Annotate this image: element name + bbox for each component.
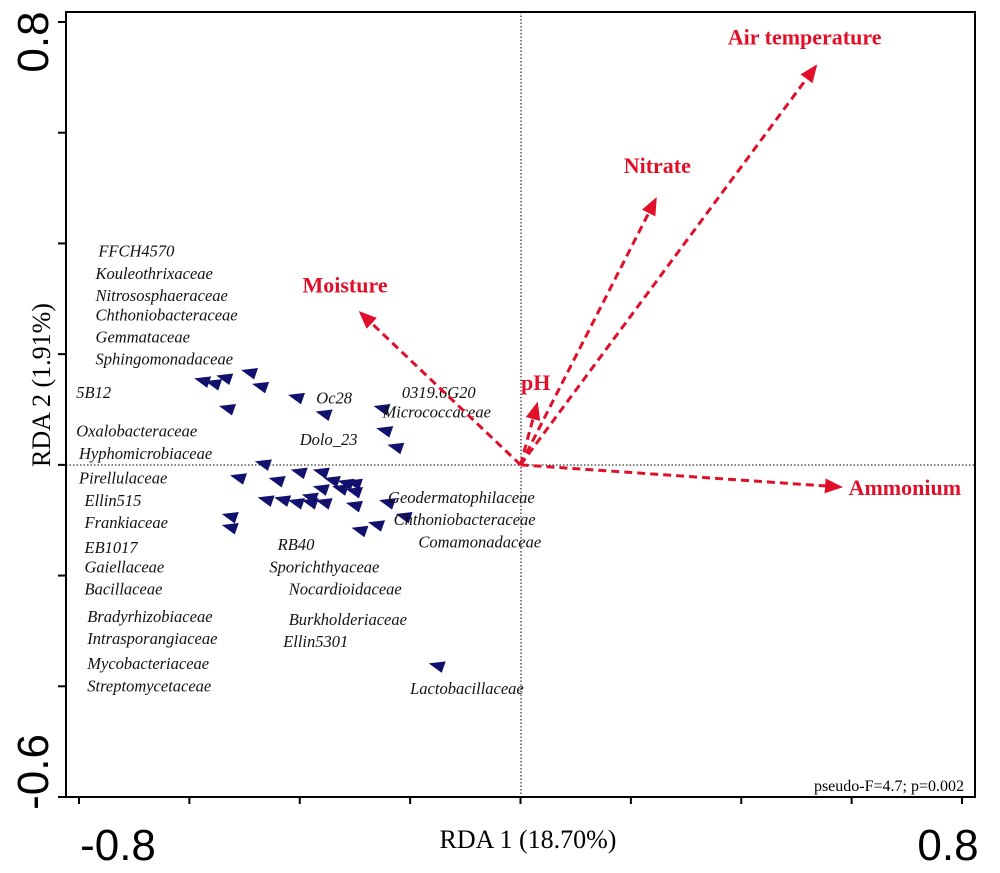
species-markers bbox=[194, 368, 446, 673]
species-marker bbox=[205, 379, 223, 391]
species-marker bbox=[332, 484, 350, 496]
species-marker bbox=[373, 404, 391, 416]
species-marker bbox=[428, 661, 446, 673]
species-label: Geodermatophilaceae bbox=[388, 488, 535, 507]
species-label: Ellin515 bbox=[84, 491, 142, 510]
species-marker bbox=[387, 442, 405, 455]
species-marker bbox=[345, 487, 363, 499]
species-label: Micrococcaceae bbox=[382, 402, 491, 421]
species-marker bbox=[257, 495, 275, 507]
y-axis-ticks bbox=[58, 21, 66, 798]
species-marker bbox=[345, 478, 363, 491]
species-marker bbox=[315, 498, 333, 510]
species-label: Intrasporangiaceae bbox=[86, 629, 217, 648]
species-marker bbox=[241, 368, 259, 380]
y-tick-label-min: -0.6 bbox=[9, 734, 58, 810]
env-arrow bbox=[520, 463, 843, 494]
species-label: Mycobacteriaceae bbox=[86, 654, 209, 673]
species-marker bbox=[312, 484, 330, 496]
stat-annotation: pseudo-F=4.7; p=0.002 bbox=[814, 778, 964, 795]
species-label: Pirellulaceae bbox=[78, 469, 167, 488]
species-marker bbox=[312, 467, 330, 480]
species-marker bbox=[219, 404, 237, 416]
species-label: Burkholderiaceae bbox=[289, 610, 407, 629]
x-axis-title: RDA 1 (18.70%) bbox=[440, 825, 617, 854]
species-marker bbox=[254, 459, 272, 471]
x-tick-label-min: -0.8 bbox=[80, 821, 156, 870]
species-label: Hyphomicrobiaceae bbox=[78, 444, 212, 463]
species-label: Bradyrhizobiaceae bbox=[87, 607, 212, 626]
species-label: 0319.6G20 bbox=[402, 383, 477, 402]
species-marker bbox=[290, 467, 308, 480]
env-label: Air temperature bbox=[728, 24, 882, 49]
species-label: Chthoniobacteraceae bbox=[96, 305, 238, 324]
species-marker bbox=[368, 520, 386, 532]
env-arrow bbox=[519, 197, 658, 466]
env-label: Ammonium bbox=[849, 475, 961, 500]
species-label: Sporichthyaceae bbox=[269, 557, 379, 576]
species-label: RB40 bbox=[277, 535, 315, 554]
species-marker bbox=[323, 475, 341, 488]
species-label: Oc28 bbox=[316, 388, 352, 407]
species-label: 5B12 bbox=[76, 383, 111, 402]
species-label: Gaiellaceae bbox=[85, 557, 165, 576]
species-label: Gemmataceae bbox=[96, 328, 190, 347]
species-marker bbox=[216, 373, 234, 386]
species-marker bbox=[268, 475, 286, 488]
species-label: Kouleothrixaceae bbox=[95, 264, 213, 283]
species-marker bbox=[376, 426, 394, 438]
species-marker bbox=[315, 409, 333, 422]
environment-arrows: Air temperature Nitrate Moisture pH Ammonium bbox=[302, 24, 961, 500]
species-marker bbox=[301, 498, 319, 510]
species-label: EB1017 bbox=[84, 538, 139, 557]
species-label: Comamonadaceae bbox=[418, 532, 541, 551]
species-marker bbox=[395, 511, 413, 524]
species-label: Lactobacillaceae bbox=[409, 679, 524, 698]
x-axis-ticks bbox=[78, 797, 963, 804]
x-tick-label-max: 0.8 bbox=[917, 821, 978, 870]
species-label: Dolo_23 bbox=[299, 430, 358, 449]
species-labels: FFCH4570 Kouleothrixaceae Nitrososphaerace… bbox=[76, 242, 541, 698]
species-label: Oxalobacteraceae bbox=[76, 422, 197, 441]
env-arrow bbox=[519, 401, 541, 466]
env-label: pH bbox=[521, 370, 550, 395]
species-label: Nitrososphaeraceae bbox=[95, 286, 228, 305]
species-label: Streptomycetaceae bbox=[87, 676, 211, 695]
species-marker bbox=[252, 381, 270, 394]
env-label: Moisture bbox=[302, 273, 387, 298]
env-label: Nitrate bbox=[624, 153, 691, 178]
species-marker bbox=[351, 525, 369, 538]
species-label: FFCH4570 bbox=[97, 242, 175, 261]
species-marker bbox=[287, 498, 305, 510]
species-label: Ellin5301 bbox=[282, 632, 348, 651]
species-marker bbox=[230, 473, 248, 485]
species-label: Chthoniobacteraceae bbox=[394, 510, 536, 529]
species-label: Bacillaceae bbox=[85, 579, 163, 598]
y-axis-title: RDA 2 (1.91%) bbox=[27, 303, 56, 467]
y-tick-label-max: 0.8 bbox=[9, 11, 58, 72]
species-marker bbox=[274, 495, 292, 507]
species-marker bbox=[221, 523, 239, 535]
species-label: Frankiaceae bbox=[84, 513, 168, 532]
species-marker bbox=[345, 500, 363, 513]
species-marker bbox=[379, 498, 397, 510]
env-arrow bbox=[358, 310, 522, 466]
species-label: Sphingomonadaceae bbox=[96, 350, 233, 369]
env-arrow bbox=[519, 64, 818, 466]
species-marker bbox=[221, 511, 239, 524]
species-label: Nocardioidaceae bbox=[288, 579, 402, 598]
species-marker bbox=[287, 392, 305, 405]
species-marker bbox=[194, 376, 212, 388]
